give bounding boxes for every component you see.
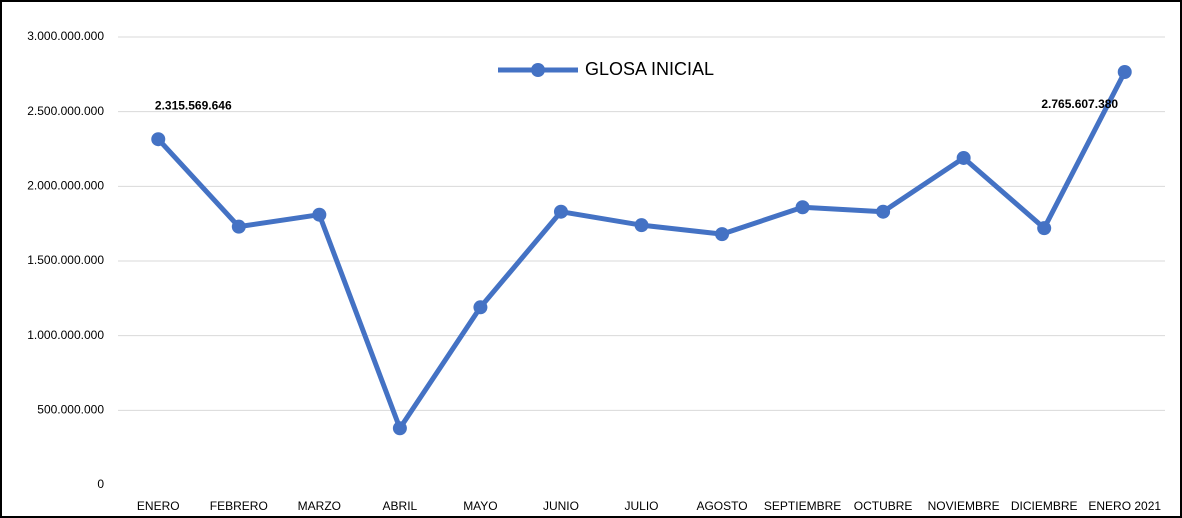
x-tick-label: AGOSTO bbox=[696, 499, 747, 513]
data-label: 2.765.607.380 bbox=[1041, 97, 1118, 111]
data-point bbox=[473, 300, 488, 315]
y-tick-label: 2.000.000.000 bbox=[27, 179, 104, 193]
x-tick-label: OCTUBRE bbox=[854, 499, 913, 513]
data-point bbox=[795, 200, 810, 215]
data-point bbox=[634, 218, 649, 233]
data-point bbox=[1037, 221, 1052, 236]
data-point bbox=[553, 204, 568, 219]
x-tick-label: ENERO 2021 bbox=[1088, 499, 1161, 513]
data-label: 2.315.569.646 bbox=[155, 98, 232, 112]
data-point bbox=[956, 150, 971, 165]
x-tick-label: ABRIL bbox=[383, 499, 418, 513]
x-tick-label: NOVIEMBRE bbox=[928, 499, 1000, 513]
data-point bbox=[312, 207, 327, 222]
y-tick-label: 3.000.000.000 bbox=[27, 29, 104, 43]
data-point bbox=[876, 204, 891, 219]
y-tick-label: 0 bbox=[97, 477, 104, 491]
x-tick-label: FEBRERO bbox=[210, 499, 268, 513]
data-point bbox=[151, 132, 166, 147]
x-tick-label: MARZO bbox=[298, 499, 341, 513]
x-tick-label: DICIEMBRE bbox=[1011, 499, 1078, 513]
legend-marker bbox=[531, 63, 545, 77]
data-point bbox=[715, 227, 730, 242]
data-point bbox=[231, 219, 246, 234]
x-tick-label: MAYO bbox=[463, 499, 497, 513]
data-point bbox=[1117, 65, 1132, 80]
y-tick-label: 1.500.000.000 bbox=[27, 253, 104, 267]
x-tick-label: JUNIO bbox=[543, 499, 579, 513]
y-tick-label: 2.500.000.000 bbox=[27, 104, 104, 118]
x-tick-label: JULIO bbox=[624, 499, 658, 513]
data-point bbox=[392, 421, 407, 436]
y-tick-label: 500.000.000 bbox=[37, 403, 104, 417]
y-tick-label: 1.000.000.000 bbox=[27, 328, 104, 342]
x-tick-label: SEPTIEMBRE bbox=[764, 499, 841, 513]
x-tick-label: ENERO bbox=[137, 499, 180, 513]
legend-label: GLOSA INICIAL bbox=[585, 59, 714, 79]
